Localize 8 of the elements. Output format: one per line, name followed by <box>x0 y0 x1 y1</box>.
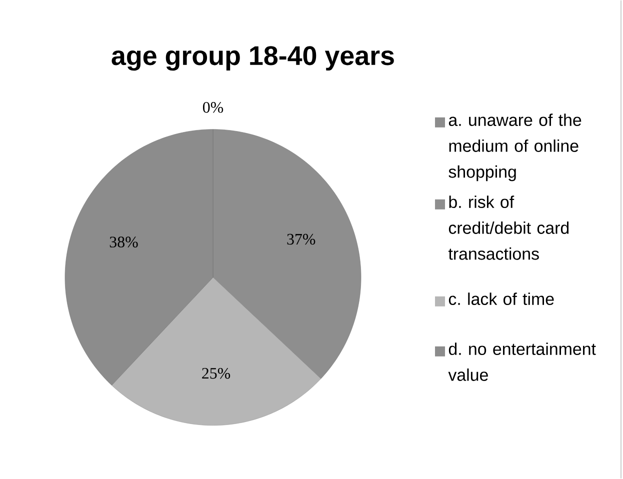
text: 0% <box>202 102 224 113</box>
legend-label: c. lack of time <box>448 292 554 306</box>
data-label: 38% <box>110 236 138 248</box>
legend-label: b. risk of credit/debit card transactions <box>448 196 569 260</box>
data-label: 25% <box>202 368 230 379</box>
chart-title: age group 18-40 years <box>112 46 394 71</box>
legend-label: d. no entertainment value <box>448 342 596 382</box>
data-label: 37% <box>287 234 316 245</box>
